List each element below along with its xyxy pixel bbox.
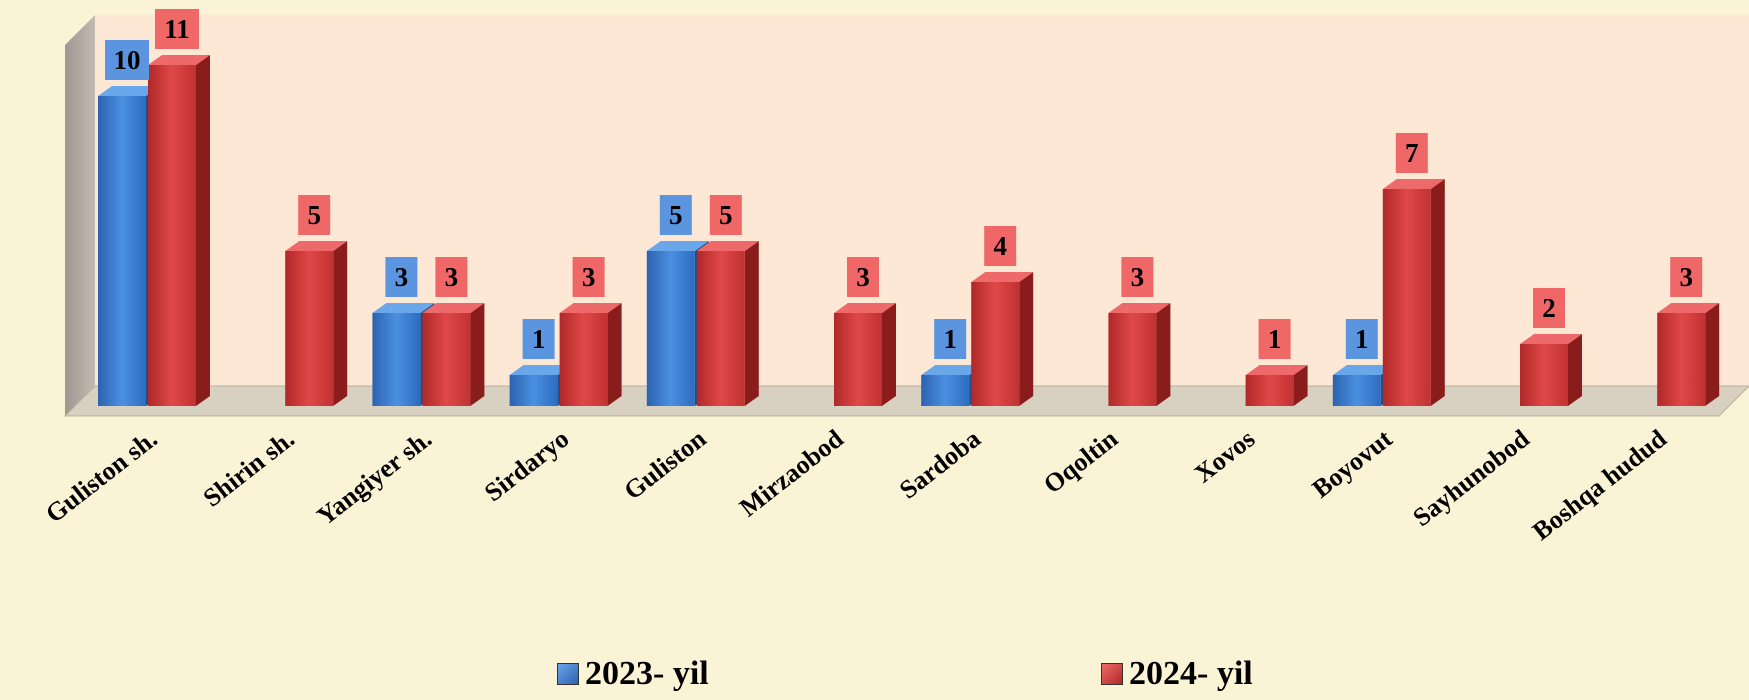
bar-2024-7 — [1108, 303, 1171, 406]
category-label-1: Shirin sh. — [198, 424, 300, 513]
legend-item-2024: 2024- yil — [1101, 655, 1253, 693]
category-label-6: Sardoba — [894, 424, 986, 505]
category-label-5: Mirzaobod — [734, 424, 849, 523]
svg-text:5: 5 — [719, 200, 733, 230]
value-label-2024-3: 3 — [572, 257, 605, 297]
bar-2024-9 — [1382, 179, 1445, 406]
legend: 2023- yil 2024- yil — [0, 655, 1749, 700]
svg-text:3: 3 — [856, 262, 870, 292]
bar-2024-1 — [285, 241, 348, 406]
value-label-2024-1: 5 — [298, 195, 331, 235]
category-label-0: Guliston sh. — [40, 424, 163, 529]
value-label-2023-6: 1 — [934, 319, 967, 359]
chart-side-wall — [65, 15, 95, 416]
value-label-2024-5: 3 — [847, 257, 879, 297]
category-label-8: Xovos — [1189, 424, 1260, 489]
bar-2024-3 — [559, 303, 622, 406]
value-label-2024-4: 5 — [709, 195, 742, 235]
value-label-2024-9: 7 — [1395, 133, 1428, 173]
bar-2024-4 — [696, 241, 759, 406]
svg-text:2: 2 — [1542, 293, 1556, 323]
legend-item-2023: 2023- yil — [557, 655, 709, 693]
svg-text:1: 1 — [943, 324, 957, 354]
chart-floor — [63, 385, 1749, 417]
value-label-2023-0: 10 — [105, 40, 149, 80]
svg-text:1: 1 — [1268, 324, 1282, 354]
legend-label-2023: 2023- yil — [585, 655, 709, 692]
value-label-2024-6: 4 — [984, 226, 1017, 266]
value-label-2023-2: 3 — [385, 257, 418, 297]
category-label-2: Yangiyer sh. — [311, 424, 437, 531]
value-label-2024-2: 3 — [435, 257, 468, 297]
value-label-2023-3: 1 — [522, 319, 555, 359]
svg-text:11: 11 — [164, 14, 190, 44]
category-label-9: Boyovut — [1307, 424, 1398, 504]
svg-text:3: 3 — [395, 262, 409, 292]
category-label-11: Boshqa hudud — [1527, 424, 1672, 546]
category-label-10: Sayhunobod — [1407, 424, 1535, 533]
value-label-2024-8: 1 — [1258, 319, 1291, 359]
svg-text:7: 7 — [1405, 138, 1419, 168]
svg-text:3: 3 — [1131, 262, 1145, 292]
svg-text:10: 10 — [114, 45, 141, 75]
svg-text:3: 3 — [445, 262, 459, 292]
bar-2024-6 — [971, 272, 1034, 406]
value-label-2024-10: 2 — [1533, 288, 1565, 328]
value-label-2023-4: 5 — [659, 195, 692, 235]
bar-2024-11 — [1657, 303, 1720, 406]
svg-text:3: 3 — [1679, 262, 1693, 292]
value-label-2024-7: 3 — [1121, 257, 1154, 297]
bar-2024-2 — [422, 303, 485, 406]
bar-2024-5 — [834, 303, 896, 406]
svg-text:4: 4 — [993, 231, 1007, 261]
category-label-3: Sirdaryo — [479, 424, 574, 507]
value-label-2024-0: 11 — [155, 9, 199, 49]
bar-2024-8 — [1245, 365, 1308, 406]
category-label-4: Guliston — [618, 424, 711, 506]
value-label-2024-11: 3 — [1670, 257, 1703, 297]
bar-2024-10 — [1520, 334, 1582, 406]
svg-text:5: 5 — [669, 200, 683, 230]
chart-back-wall — [95, 15, 1749, 386]
svg-text:1: 1 — [532, 324, 546, 354]
bar-2024-0 — [148, 55, 210, 406]
legend-label-2024: 2024- yil — [1129, 655, 1253, 692]
category-label-7: Oqoltin — [1038, 424, 1123, 500]
svg-text:1: 1 — [1355, 324, 1369, 354]
legend-swatch-2024 — [1101, 663, 1123, 685]
svg-text:3: 3 — [582, 262, 596, 292]
legend-swatch-2023 — [557, 663, 579, 685]
value-label-2023-9: 1 — [1345, 319, 1378, 359]
svg-text:5: 5 — [307, 200, 321, 230]
